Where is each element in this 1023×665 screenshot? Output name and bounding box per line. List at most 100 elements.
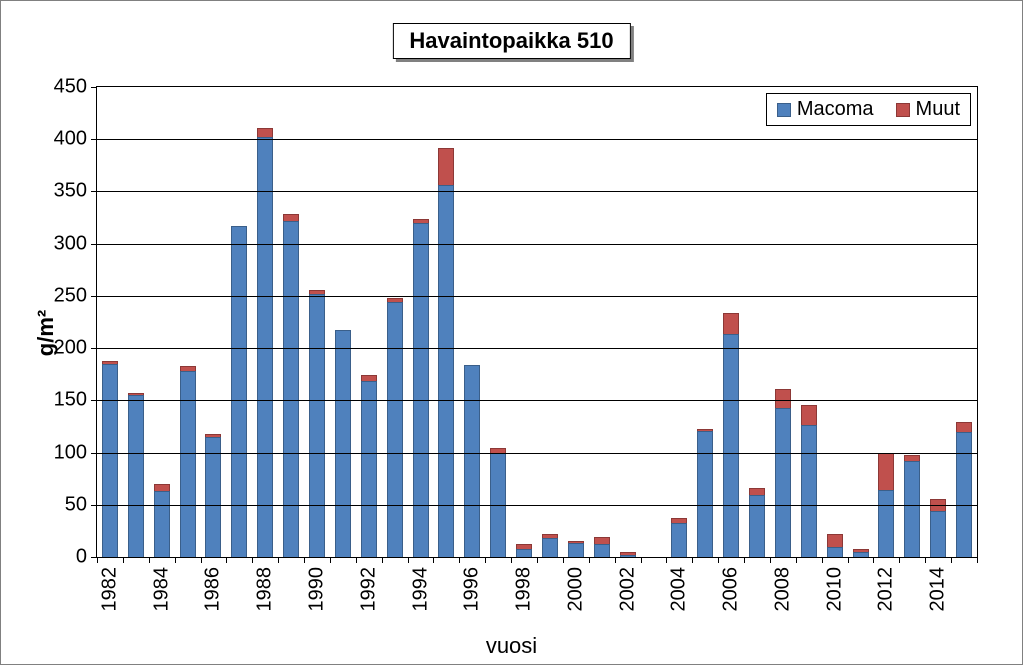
gridline (97, 453, 977, 454)
bar-segment-muut (671, 518, 687, 522)
y-tick-mark (91, 244, 97, 245)
x-tick-mark (951, 557, 952, 563)
bar-segment-macoma (620, 555, 636, 557)
bar-segment-muut (594, 537, 610, 544)
bar-segment-muut (956, 422, 972, 431)
x-tick-mark (848, 557, 849, 563)
y-tick-label: 400 (54, 128, 87, 151)
bar-segment-muut (257, 128, 273, 137)
bar-segment-muut (413, 219, 429, 223)
bar-segment-macoma (309, 294, 325, 557)
bar-segment-macoma (516, 549, 532, 557)
x-tick-label: 2010 (823, 567, 846, 612)
bar-segment-macoma (853, 552, 869, 557)
x-tick-mark (925, 557, 926, 563)
bar-segment-muut (283, 214, 299, 220)
bar-segment-muut (878, 453, 894, 491)
x-tick-mark (459, 557, 460, 563)
x-tick-mark (97, 557, 98, 563)
x-tick-mark (433, 557, 434, 563)
bar-segment-macoma (413, 223, 429, 557)
bar-segment-muut (205, 434, 221, 437)
bar-segment-macoma (904, 461, 920, 557)
x-tick-label: 2000 (564, 567, 587, 612)
x-tick-mark (873, 557, 874, 563)
bar-segment-muut (904, 455, 920, 461)
x-tick-mark (382, 557, 383, 563)
x-tick-mark (718, 557, 719, 563)
x-tick-mark (226, 557, 227, 563)
y-tick-mark (91, 348, 97, 349)
y-tick-label: 250 (54, 284, 87, 307)
bar-segment-macoma (231, 226, 247, 557)
y-tick-label: 200 (54, 337, 87, 360)
x-tick-label: 1988 (254, 567, 277, 612)
gridline (97, 244, 977, 245)
y-tick-label: 50 (65, 493, 87, 516)
bar-segment-muut (775, 389, 791, 408)
bar-segment-muut (723, 313, 739, 334)
x-tick-mark (589, 557, 590, 563)
bar-segment-muut (438, 148, 454, 186)
x-tick-mark (149, 557, 150, 563)
x-tick-mark (822, 557, 823, 563)
x-tick-mark (252, 557, 253, 563)
bar-segment-macoma (102, 364, 118, 557)
bar-segment-macoma (361, 381, 377, 558)
x-tick-mark (511, 557, 512, 563)
bar-segment-macoma (387, 302, 403, 557)
bar-segment-macoma (438, 185, 454, 557)
y-tick-label: 450 (54, 76, 87, 99)
bar-segment-muut (568, 541, 584, 543)
bar-segment-macoma (801, 425, 817, 557)
y-tick-mark (91, 191, 97, 192)
x-tick-label: 1990 (306, 567, 329, 612)
x-tick-mark (356, 557, 357, 563)
x-tick-mark (330, 557, 331, 563)
y-tick-mark (91, 87, 97, 88)
x-tick-label: 2002 (616, 567, 639, 612)
x-tick-mark (666, 557, 667, 563)
x-tick-mark (641, 557, 642, 563)
x-tick-mark (123, 557, 124, 563)
y-tick-label: 300 (54, 232, 87, 255)
bar-segment-macoma (180, 371, 196, 557)
chart-frame: Havaintopaikka 510 g/m² Macoma Muut 0501… (0, 0, 1023, 665)
x-tick-label: 1984 (150, 567, 173, 612)
bar-segment-macoma (464, 365, 480, 557)
x-tick-mark (977, 557, 978, 563)
x-tick-mark (175, 557, 176, 563)
x-tick-label: 1996 (461, 567, 484, 612)
bar-segment-muut (801, 405, 817, 426)
x-tick-mark (278, 557, 279, 563)
y-tick-mark (91, 453, 97, 454)
x-tick-label: 1982 (98, 567, 121, 612)
y-tick-mark (91, 505, 97, 506)
x-tick-mark (563, 557, 564, 563)
bar-segment-muut (102, 361, 118, 364)
x-tick-label: 2008 (771, 567, 794, 612)
x-tick-mark (408, 557, 409, 563)
x-tick-label: 2014 (927, 567, 950, 612)
chart-title: Havaintopaikka 510 (392, 23, 630, 59)
bar-segment-macoma (827, 547, 843, 557)
x-tick-label: 1994 (409, 567, 432, 612)
x-tick-label: 1986 (202, 567, 225, 612)
gridline (97, 296, 977, 297)
x-tick-mark (201, 557, 202, 563)
y-tick-mark (91, 139, 97, 140)
bar-segment-muut (387, 298, 403, 302)
y-tick-label: 150 (54, 389, 87, 412)
bar-segment-muut (853, 549, 869, 552)
x-tick-label: 2004 (668, 567, 691, 612)
bar-segment-macoma (257, 137, 273, 557)
gridline (97, 191, 977, 192)
x-tick-mark (537, 557, 538, 563)
bar-segment-muut (749, 488, 765, 495)
bar-segment-macoma (878, 490, 894, 557)
bar-segment-macoma (568, 543, 584, 557)
bar-segment-muut (516, 544, 532, 548)
bar-segment-macoma (205, 437, 221, 557)
x-axis-title: vuosi (486, 633, 537, 659)
bar-segment-muut (361, 375, 377, 380)
